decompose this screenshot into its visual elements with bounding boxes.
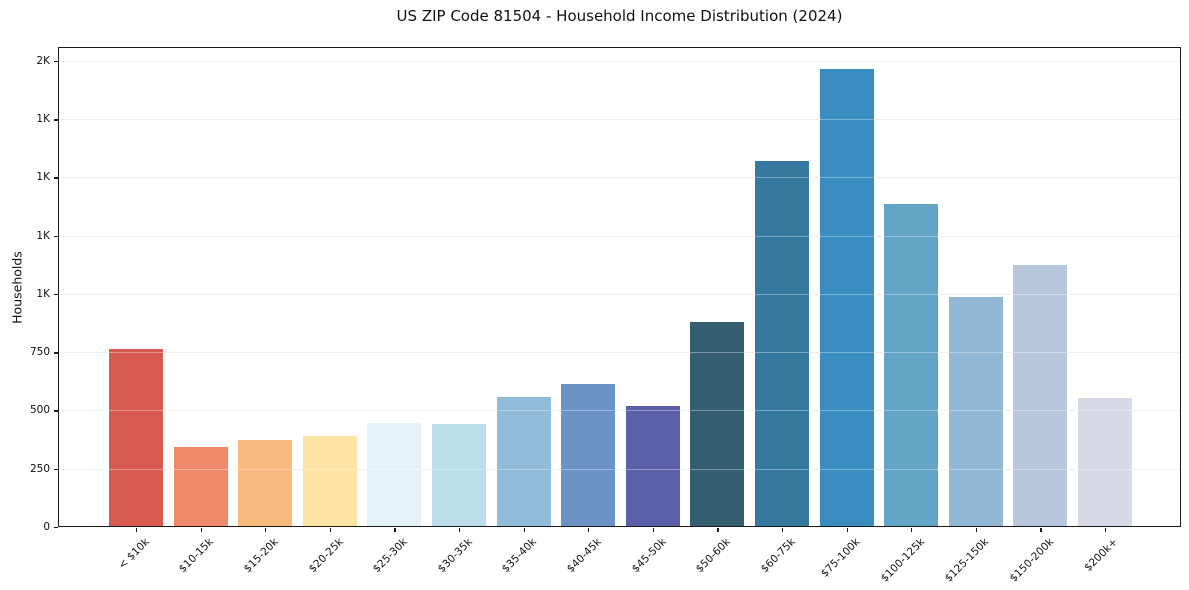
x-tick-label: $50-60k	[693, 536, 733, 576]
bar	[819, 69, 874, 527]
gridline	[59, 235, 1180, 237]
y-tick-label: 1K	[36, 171, 50, 184]
x-tick-label: $25-30k	[370, 536, 410, 576]
gridline-overlay	[59, 235, 1180, 237]
bar	[755, 161, 809, 527]
bar	[238, 439, 293, 527]
bar	[302, 436, 357, 527]
x-tick-label: $40-45k	[564, 536, 604, 576]
x-tick	[717, 528, 719, 532]
bar	[561, 383, 616, 527]
x-tick-label: $45-50k	[629, 536, 669, 576]
y-tick-label: 2K	[36, 54, 50, 67]
bar	[1013, 264, 1068, 527]
bar	[496, 396, 551, 527]
x-tick-label: $100-125k	[878, 536, 927, 585]
gridline-overlay	[59, 468, 1180, 470]
y-tick	[54, 352, 58, 354]
y-tick	[54, 410, 58, 412]
x-tick-label: $150-200k	[1007, 536, 1056, 585]
x-tick-label: $75-100k	[818, 536, 863, 580]
y-tick-label: 500	[29, 404, 50, 417]
gridline	[59, 468, 1180, 470]
x-tick-label: $10-15k	[177, 536, 217, 576]
x-tick	[975, 528, 978, 532]
bar	[1078, 397, 1132, 527]
x-tick	[136, 528, 138, 532]
x-tick	[329, 528, 332, 532]
y-tick	[54, 293, 58, 296]
bar	[690, 321, 745, 527]
y-tick-label: 250	[29, 462, 50, 475]
x-tick-label: $200k+	[1082, 536, 1121, 574]
bar	[884, 204, 939, 527]
plot-area-border	[58, 47, 1181, 527]
x-tick	[1105, 528, 1107, 532]
chart-title: US ZIP Code 81504 - Household Income Dis…	[396, 7, 843, 25]
bar	[625, 405, 680, 527]
gridline-overlay	[59, 60, 1180, 62]
y-tick	[54, 468, 58, 471]
x-tick	[200, 528, 202, 532]
gridline-overlay	[59, 293, 1180, 295]
x-tick	[911, 528, 913, 532]
x-tick-label: $60-75k	[758, 536, 798, 576]
gridline-overlay	[59, 352, 1180, 354]
gridline	[59, 60, 1180, 62]
x-tick-label: $125-150k	[942, 536, 992, 585]
gridline	[59, 177, 1180, 179]
x-tick	[782, 528, 784, 532]
x-tick-label: $20-25k	[306, 536, 346, 576]
x-tick	[394, 528, 396, 532]
y-tick	[54, 527, 58, 529]
x-tick	[523, 528, 525, 532]
y-tick-label: 0	[43, 521, 50, 533]
x-tick	[1040, 528, 1042, 532]
x-tick	[588, 528, 590, 532]
gridline-overlay	[59, 410, 1180, 412]
x-tick	[265, 528, 267, 532]
y-tick-label: 1K	[36, 229, 50, 242]
bar	[173, 446, 228, 527]
y-tick	[54, 177, 58, 179]
x-tick-label: $35-40k	[500, 536, 540, 576]
y-tick	[54, 60, 58, 63]
gridline	[59, 119, 1180, 121]
x-tick	[459, 528, 461, 532]
x-tick	[652, 528, 655, 532]
x-tick-label: $15-20k	[241, 536, 281, 576]
gridline	[59, 293, 1180, 295]
y-tick-label: 750	[29, 346, 50, 359]
bar	[109, 348, 163, 527]
y-tick	[54, 119, 58, 121]
gridline-overlay	[59, 119, 1180, 121]
x-tick-label: $30-35k	[435, 536, 475, 576]
y-tick	[54, 235, 58, 238]
gridline	[59, 352, 1180, 354]
bar	[367, 423, 422, 527]
bar	[432, 424, 486, 527]
gridline-overlay	[59, 177, 1180, 179]
y-tick-label: 1K	[36, 113, 50, 126]
bar	[948, 297, 1003, 527]
x-tick-label: < $10k	[115, 536, 152, 572]
y-tick-label: 1K	[36, 287, 50, 300]
gridline	[59, 410, 1180, 412]
x-tick	[846, 528, 848, 532]
